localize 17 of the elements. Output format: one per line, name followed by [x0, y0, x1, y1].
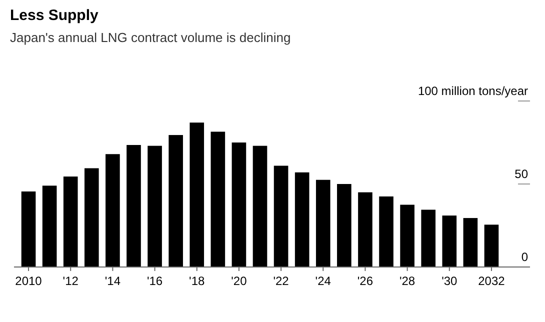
- x-tick-label: '24: [315, 274, 332, 288]
- x-tick-label: 2010: [15, 274, 42, 288]
- chart-subtitle: Japan's annual LNG contract volume is declining: [10, 30, 291, 45]
- y-tick-label: 100 million tons/year: [418, 84, 528, 98]
- x-tick-label: '30: [442, 274, 458, 288]
- x-tick-label: '20: [231, 274, 248, 288]
- x-tick-label: '22: [273, 274, 290, 288]
- x-tick-label: '16: [146, 274, 163, 288]
- x-tick-label: '26: [357, 274, 374, 288]
- chart-title: Less Supply: [10, 7, 100, 24]
- x-tick-label: '14: [104, 274, 121, 288]
- x-tick-label: 2032: [478, 274, 506, 288]
- x-tick-label: '12: [62, 274, 79, 288]
- y-tick-label: 50: [514, 167, 528, 181]
- y-tick-label: 0: [521, 250, 528, 264]
- x-tick-label: '18: [189, 274, 206, 288]
- x-tick-label: '28: [399, 274, 416, 288]
